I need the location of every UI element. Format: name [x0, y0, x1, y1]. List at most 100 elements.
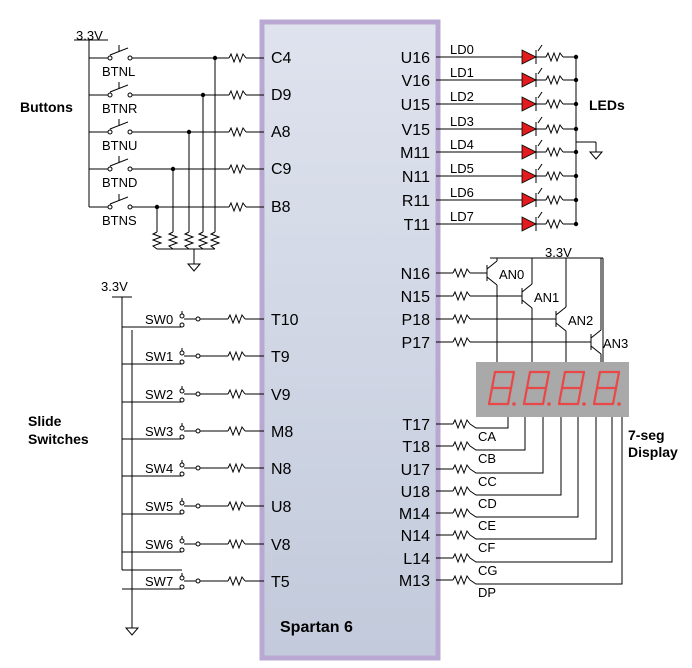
anode-name: AN2	[568, 313, 593, 328]
segment-resistor-icon	[452, 440, 471, 452]
button-name: BTNR	[102, 101, 137, 116]
led-resistor-icon	[545, 146, 564, 158]
led-diode-icon	[521, 96, 537, 112]
led-pin: V16	[402, 73, 431, 90]
switch-sw3: SW3 M8	[122, 423, 293, 441]
display-segment	[560, 370, 567, 390]
display-segment	[509, 370, 516, 390]
junction-dot	[573, 101, 579, 107]
segment-resistor-icon	[452, 507, 471, 519]
switch-contact-icon	[179, 359, 185, 365]
switch-contact-icon	[127, 166, 133, 172]
led-ld6: LD6 R11	[402, 185, 579, 210]
seven-seg-display	[476, 362, 629, 417]
display-segment	[487, 386, 494, 406]
switch-contact-icon	[179, 434, 185, 440]
led-emission-icon	[537, 163, 543, 171]
switch-sw1: SW1 T9	[122, 348, 290, 366]
switch-pin: T5	[271, 574, 290, 591]
switch-contact-icon	[179, 500, 185, 506]
button-series-resistor-icon	[228, 201, 247, 213]
ground-triangle	[588, 151, 604, 160]
button-name: BTNL	[102, 64, 135, 79]
led-resistor-icon	[545, 51, 564, 63]
switch-pin: U8	[271, 499, 292, 516]
switch-series-resistor-icon	[227, 538, 246, 550]
button-btnu: BTNU A8	[89, 119, 291, 250]
pulldown-resistor-icon	[197, 231, 209, 250]
group-label-slide: Slide	[28, 413, 62, 429]
junction-dot	[573, 173, 579, 179]
switch-series-resistor-icon	[227, 313, 246, 325]
segment-resistor-icon	[452, 574, 471, 586]
button-btnl: BTNL C4	[89, 45, 292, 250]
switch-series-resistor-icon	[227, 350, 246, 362]
led-emission-icon	[537, 116, 543, 124]
switch-contact-icon	[179, 584, 185, 590]
segment-resistor-icon	[452, 418, 471, 430]
button-name: BTND	[102, 175, 137, 190]
anode-an0: AN0 N16	[401, 258, 524, 364]
fpga-chip	[259, 19, 441, 661]
ground-icon	[588, 146, 604, 160]
switch-contact-icon	[179, 547, 185, 553]
switch-common-contact-icon	[195, 316, 201, 322]
led-pin: V15	[402, 122, 431, 139]
led-ld4: LD4 M11	[400, 137, 579, 162]
led-pin: T11	[404, 217, 430, 234]
ground-icon	[124, 622, 140, 636]
button-btnr: BTNR D9	[89, 82, 292, 250]
pulldown-resistor-icon	[183, 231, 195, 250]
switch-contact-icon	[179, 388, 185, 394]
switch-name: SW7	[145, 574, 173, 589]
led-emission-icon	[537, 139, 543, 147]
segment-pin: U17	[401, 462, 430, 479]
switch-contact-icon	[107, 129, 113, 135]
segment-net	[469, 417, 613, 563]
segment-name: CG	[478, 563, 498, 578]
segment-net	[469, 417, 623, 585]
button-name: BTNS	[102, 213, 137, 228]
switch-series-resistor-icon	[227, 575, 246, 587]
led-ld5: LD5 N11	[402, 161, 579, 186]
anode-pin: N16	[401, 266, 430, 283]
led-diode-icon	[521, 72, 537, 88]
led-ld2: LD2 U15	[401, 89, 579, 114]
segment-dp: DP M13	[399, 417, 623, 600]
switch-contact-icon	[127, 55, 133, 61]
led-emission-icon	[537, 91, 543, 99]
anode-pin: P17	[402, 335, 431, 352]
switch-contact-icon	[127, 204, 133, 210]
segment-net	[469, 417, 597, 540]
switch-series-resistor-icon	[227, 388, 246, 400]
switch-common-contact-icon	[195, 428, 201, 434]
segment-cb: CB T18	[402, 417, 526, 466]
segment-pin: N14	[401, 528, 430, 545]
switch-contact-icon	[179, 538, 185, 544]
led-pin: U15	[401, 97, 430, 114]
led-resistor-icon	[545, 74, 564, 86]
switch-sw6: SW6 V8	[122, 536, 291, 554]
segment-pin: T17	[402, 417, 430, 434]
button-pin: D9	[271, 87, 292, 104]
transistor-emitter-icon	[590, 329, 602, 339]
switch-sw4: SW4 N8	[122, 460, 292, 478]
segment-cd: CD U18	[401, 417, 562, 511]
led-pin: U16	[401, 50, 430, 67]
segment-cg: CG L14	[403, 417, 613, 578]
led-emission-icon	[537, 44, 543, 52]
segment-resistor-icon	[452, 529, 471, 541]
segment-net	[469, 417, 544, 474]
switch-contact-icon	[179, 425, 185, 431]
group-label-7seg: 7-seg	[628, 427, 665, 443]
display-segment	[579, 370, 586, 390]
switch-common-contact-icon	[195, 503, 201, 509]
switch-contact-icon	[107, 55, 113, 61]
segment-name: CE	[478, 518, 496, 533]
button-pin: C9	[271, 161, 292, 178]
button-series-resistor-icon	[228, 126, 247, 138]
transistor-emitter-icon	[555, 306, 567, 316]
anode-base-resistor-icon	[452, 313, 471, 325]
segment-name: DP	[478, 585, 496, 600]
ground-icon	[186, 258, 202, 272]
